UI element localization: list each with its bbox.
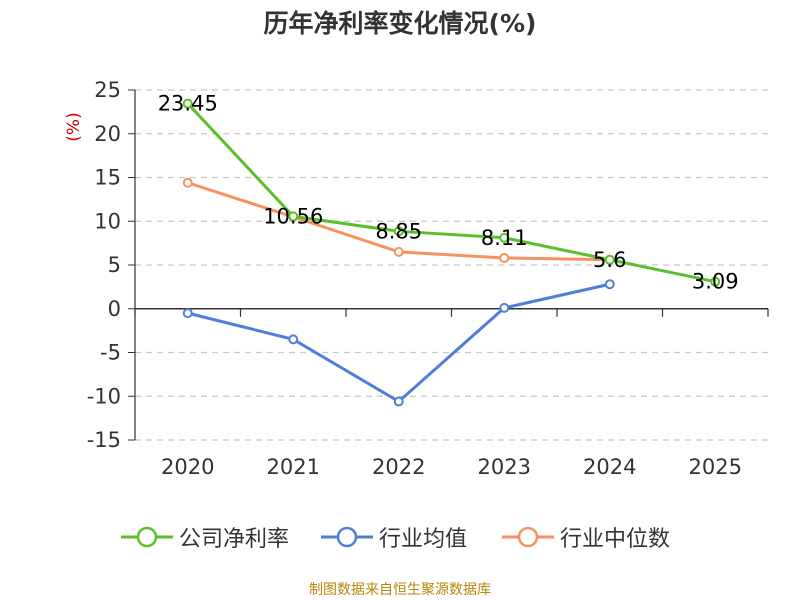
data-label-layer: 23.45 10.56 8.85 8.11 5.6 3.09: [158, 92, 739, 294]
chart-title: 历年净利率变化情况(%): [263, 9, 537, 38]
legend: 公司净利率 行业均值 行业中位数: [0, 520, 800, 554]
data-label-company: 8.11: [481, 226, 528, 250]
series-point-1[interactable]: [604, 279, 615, 290]
y-tick-label: 25: [94, 78, 121, 102]
series-point-1[interactable]: [182, 308, 193, 319]
legend-label-median: 行业中位数: [560, 527, 671, 552]
legend-item-industry-average[interactable]: 行业均值: [321, 520, 467, 554]
y-tick-label: -10: [87, 384, 121, 408]
legend-label-average: 行业均值: [379, 527, 468, 552]
legend-swatch-median: [502, 526, 554, 548]
series-point-1[interactable]: [288, 334, 299, 345]
series-point-0[interactable]: [710, 276, 721, 287]
series-point-2[interactable]: [393, 246, 404, 257]
series-line-0: [186, 102, 717, 284]
data-label-company: 3.09: [692, 270, 739, 294]
x-tick-label: 2021: [267, 455, 320, 479]
series-layer: [182, 98, 721, 407]
legend-item-company-net-margin[interactable]: 公司净利率: [121, 520, 289, 554]
legend-swatch-marker: [517, 526, 539, 548]
data-label-company: 8.85: [375, 219, 422, 243]
series-point-2[interactable]: [499, 253, 510, 263]
series-point-0[interactable]: [499, 232, 510, 243]
series-point-0[interactable]: [182, 98, 193, 109]
legend-label-company: 公司净利率: [179, 527, 290, 552]
legend-swatch-marker: [336, 526, 358, 548]
series-line-1: [186, 282, 612, 403]
y-axis-unit-label: (%): [64, 112, 84, 141]
x-tick-label: 2023: [478, 455, 531, 479]
y-tick-label: 10: [94, 209, 121, 233]
series-point-0[interactable]: [288, 211, 299, 222]
series-point-0[interactable]: [393, 226, 404, 237]
x-tick-label: 2024: [583, 455, 636, 479]
grid-layer: [135, 89, 768, 441]
legend-swatch-marker: [136, 526, 158, 548]
y-tick-label: -15: [87, 428, 121, 452]
y-tick-label: 5: [108, 253, 121, 277]
legend-item-industry-median[interactable]: 行业中位数: [502, 520, 670, 554]
data-source-note: 制图数据来自恒生聚源数据库: [309, 582, 491, 598]
data-label-company: 23.45: [158, 92, 218, 116]
series-point-1[interactable]: [393, 396, 404, 407]
legend-swatch-company: [121, 526, 173, 548]
series-point-0[interactable]: [604, 254, 615, 265]
x-tick-label: 2022: [372, 455, 425, 479]
y-tick-label: -5: [100, 341, 121, 365]
data-label-company: 10.56: [263, 204, 323, 228]
x-tick-label: 2025: [689, 455, 742, 479]
y-tick-label: 20: [94, 122, 121, 146]
legend-swatch-average: [321, 526, 373, 548]
y-tick-label: 15: [94, 166, 121, 190]
series-point-1[interactable]: [499, 302, 510, 313]
series-point-2[interactable]: [182, 177, 193, 188]
data-label-company: 5.6: [593, 248, 626, 272]
y-tick-label: 0: [108, 297, 121, 321]
x-tick-label: 2020: [161, 455, 214, 479]
